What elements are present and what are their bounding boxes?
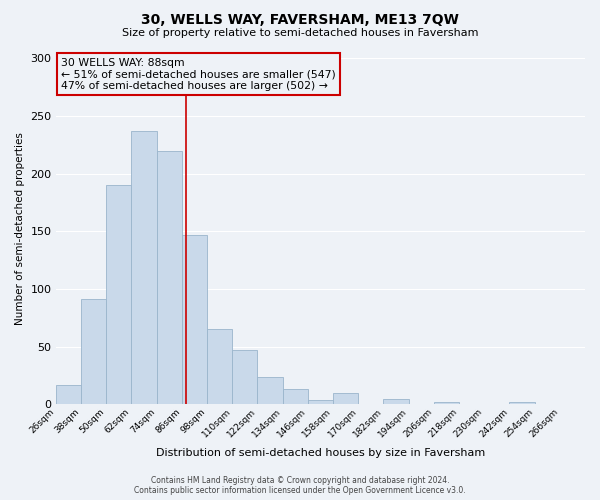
Bar [131, 131, 157, 404]
Bar [333, 393, 358, 404]
Bar [56, 384, 81, 404]
Bar [106, 185, 131, 404]
Bar [232, 350, 257, 405]
Bar [207, 330, 232, 404]
Bar [308, 400, 333, 404]
Bar [182, 234, 207, 404]
Text: 30 WELLS WAY: 88sqm
← 51% of semi-detached houses are smaller (547)
47% of semi-: 30 WELLS WAY: 88sqm ← 51% of semi-detach… [61, 58, 336, 91]
Bar [383, 398, 409, 404]
Text: Size of property relative to semi-detached houses in Faversham: Size of property relative to semi-detach… [122, 28, 478, 38]
X-axis label: Distribution of semi-detached houses by size in Faversham: Distribution of semi-detached houses by … [156, 448, 485, 458]
Bar [257, 376, 283, 404]
Y-axis label: Number of semi-detached properties: Number of semi-detached properties [15, 132, 25, 325]
Text: 30, WELLS WAY, FAVERSHAM, ME13 7QW: 30, WELLS WAY, FAVERSHAM, ME13 7QW [141, 12, 459, 26]
Bar [509, 402, 535, 404]
Bar [434, 402, 459, 404]
Text: Contains HM Land Registry data © Crown copyright and database right 2024.
Contai: Contains HM Land Registry data © Crown c… [134, 476, 466, 495]
Bar [283, 390, 308, 404]
Bar [157, 150, 182, 404]
Bar [81, 300, 106, 405]
